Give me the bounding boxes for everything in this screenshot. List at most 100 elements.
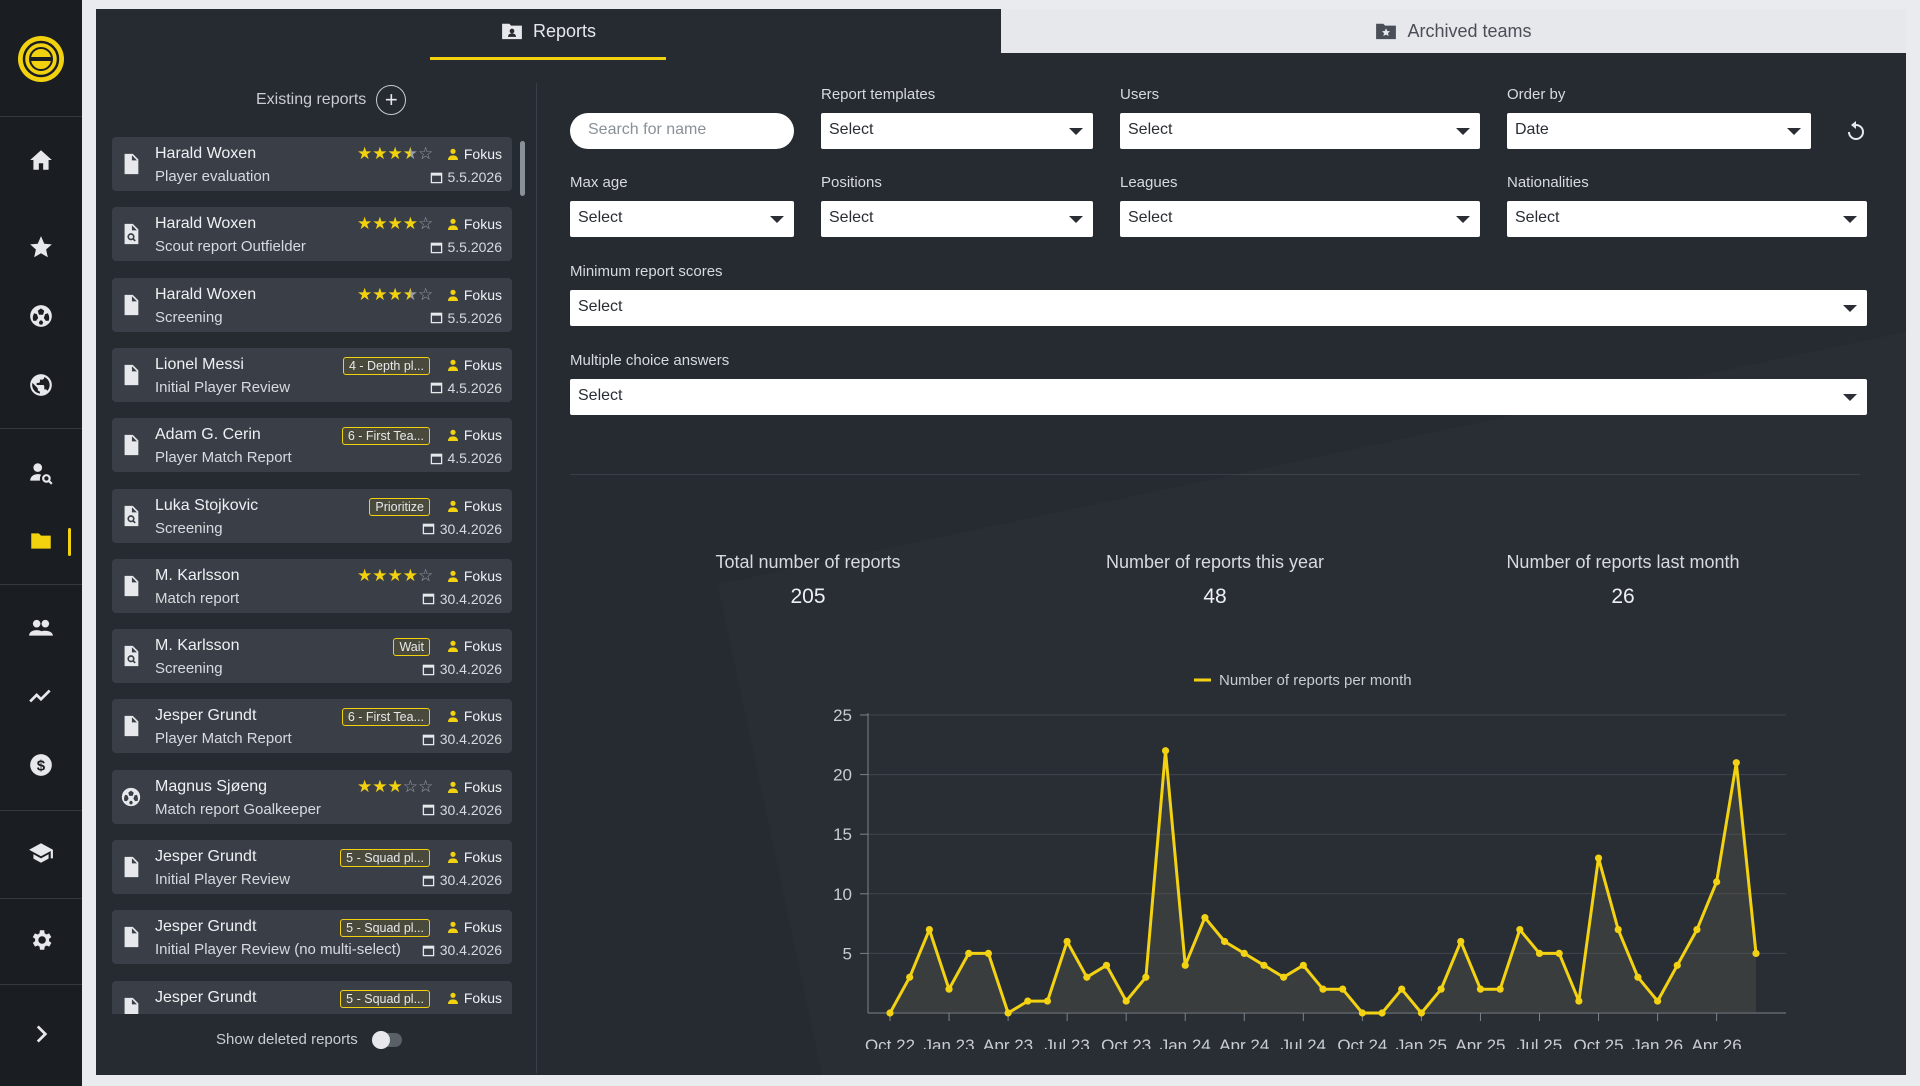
home-icon[interactable] [24, 143, 58, 177]
status-badge: 5 - Squad pl... [340, 849, 430, 867]
gear-icon[interactable] [24, 923, 58, 957]
report-card[interactable]: M. Karlsson Screening Wait Fokus 30.4.2026 [112, 629, 512, 684]
document-search-icon [120, 644, 142, 668]
positions-select[interactable]: Select [821, 201, 1093, 237]
report-type: Screening [155, 519, 223, 537]
report-date: 30.4.2026 [422, 661, 502, 677]
report-card[interactable]: Adam G. Cerin Player Match Report 6 - Firs… [112, 418, 512, 473]
report-type: Player evaluation [155, 168, 271, 185]
football-icon[interactable] [24, 299, 58, 333]
x-tick-label: Apr 24 [1219, 1036, 1269, 1049]
max-age-label: Max age [570, 174, 628, 191]
report-card[interactable]: Harald Woxen Player evaluation ★★★★☆ Fokus 5… [112, 137, 512, 191]
report-templates-select[interactable]: Select [821, 113, 1093, 149]
order-by-label: Order by [1507, 86, 1566, 103]
report-player-name: M. Karlsson [155, 566, 240, 584]
report-card[interactable]: Lionel Messi Initial Player Review 4 - Dep… [112, 347, 512, 402]
rating-stars: ★★★★☆ [357, 565, 434, 585]
status-badge: 4 - Depth pl... [342, 356, 430, 375]
reset-icon[interactable] [1844, 119, 1868, 143]
report-card[interactable]: Jesper Grundt Player Match Report 6 - Firs… [112, 699, 512, 754]
data-point [1220, 937, 1229, 946]
order-by-select[interactable]: Date [1507, 113, 1811, 149]
max-age-select[interactable]: Select [570, 201, 794, 237]
chevron-right-icon[interactable] [24, 1017, 58, 1051]
team-icon[interactable] [24, 611, 58, 645]
y-tick-label: 25 [833, 706, 852, 725]
education-icon[interactable] [24, 836, 58, 870]
show-deleted-toggle[interactable] [371, 1030, 402, 1049]
report-type: Player Match Report [155, 449, 292, 467]
report-card[interactable]: Magnus Sjøeng Match report Goalkeeper ★★★☆… [112, 769, 512, 824]
show-deleted-label: Show deleted reports [216, 1031, 358, 1048]
data-point [1043, 997, 1052, 1005]
document-search-icon [120, 504, 142, 528]
report-card[interactable]: Luka Stojkovic Screening Prioritize Fokus 30… [112, 488, 512, 543]
report-list: Harald Woxen Player evaluation ★★★★☆ Fokus 5… [112, 137, 516, 1014]
report-player-name: Adam G. Cerin [155, 426, 261, 444]
report-author: Fokus [447, 287, 502, 303]
report-date: 4.5.2026 [430, 450, 502, 466]
report-card[interactable]: M. Karlsson Match report ★★★★☆ Fokus 30.4.20… [112, 558, 512, 613]
data-point [1634, 973, 1642, 981]
mc-answers-select[interactable]: Select [570, 379, 1867, 415]
data-point [1594, 854, 1603, 862]
tab-reports[interactable]: Reports [96, 9, 1001, 60]
status-badge: 5 - Squad pl... [340, 919, 430, 938]
stat-total-label: Total number of reports [715, 552, 901, 572]
status-badge: 6 - First Tea... [341, 427, 430, 446]
x-tick-label: Oct 24 [1337, 1036, 1387, 1049]
users-label: Users [1120, 86, 1160, 103]
data-point [1752, 949, 1760, 957]
club-logo[interactable] [18, 36, 64, 82]
tab-archived-teams[interactable]: Archived teams [1001, 9, 1906, 53]
data-point [1713, 878, 1721, 886]
search-input[interactable]: Search for name [570, 113, 794, 149]
report-type: Scout report Outfielder [155, 238, 306, 256]
stat-total: Total number of reports 205 [658, 552, 958, 609]
leagues-select[interactable]: Select [1120, 201, 1480, 237]
dollar-icon[interactable]: $ [24, 748, 58, 782]
report-card[interactable]: Jesper Grundt Initial Player Review (no m… [112, 910, 512, 965]
data-point [1437, 985, 1445, 993]
document-icon [120, 714, 142, 738]
document-icon [120, 363, 142, 387]
y-tick-label: 20 [833, 766, 852, 785]
report-player-name: Harald Woxen [155, 145, 257, 162]
report-author: Fokus [447, 568, 502, 584]
data-point [1535, 949, 1544, 957]
trend-icon[interactable] [24, 679, 58, 713]
series-area [890, 750, 1756, 1013]
globe-icon[interactable] [24, 368, 58, 402]
add-report-button[interactable]: + [376, 85, 407, 115]
folder-icon[interactable] [24, 524, 58, 558]
report-type: Initial Player Review [155, 1012, 290, 1014]
nationalities-select[interactable]: Select [1507, 201, 1867, 237]
report-card[interactable]: Jesper Grundt Initial Player Review 5 - Sq… [112, 840, 512, 894]
x-tick-label: Oct 22 [865, 1036, 915, 1049]
list-scrollbar[interactable] [520, 141, 525, 196]
min-scores-select[interactable]: Select [570, 290, 1867, 326]
users-select[interactable]: Select [1120, 113, 1480, 149]
x-tick-label: Apr 25 [1455, 1036, 1505, 1049]
report-card[interactable]: Jesper Grundt Initial Player Review 5 - Sq… [112, 980, 512, 1014]
rating-stars: ★★★★☆ [357, 284, 434, 304]
x-tick-label: Oct 23 [1101, 1036, 1151, 1049]
report-card[interactable]: Harald Woxen Scout report Outfielder ★★★★☆… [112, 207, 512, 262]
data-point [1476, 985, 1485, 993]
report-type: Match report [155, 589, 240, 607]
report-card[interactable]: Harald Woxen Screening ★★★★☆ Fokus 5.5.2026 [112, 277, 512, 332]
document-icon [120, 925, 142, 949]
report-player-name: M. Karlsson [155, 637, 240, 655]
data-point [1653, 997, 1662, 1005]
report-date: 30.4.2026 [422, 591, 502, 607]
report-player-name: Jesper Grundt [155, 848, 257, 865]
report-type: Screening [155, 308, 223, 326]
data-point [1122, 997, 1130, 1005]
report-type: Screening [155, 660, 223, 678]
stat-total-value: 205 [790, 585, 826, 608]
stat-month-value: 26 [1611, 585, 1635, 608]
scout-search-icon[interactable] [24, 456, 58, 490]
star-icon[interactable] [24, 230, 58, 264]
tab-archived-label: Archived teams [1407, 20, 1532, 41]
